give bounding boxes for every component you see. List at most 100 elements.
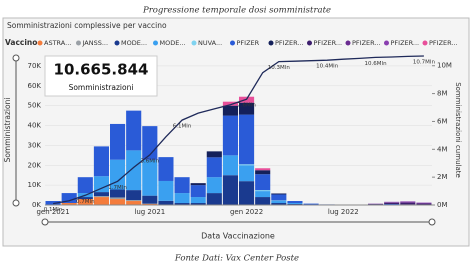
legend-label: MODE... [160, 39, 186, 47]
y2-tick-label: 4M [437, 145, 448, 153]
data-label: 0.7Mln [76, 199, 95, 205]
legend-marker [422, 40, 428, 46]
bar [142, 159, 158, 196]
bar [110, 197, 126, 200]
legend-marker [114, 40, 120, 46]
legend-marker [268, 40, 274, 46]
bar [190, 183, 206, 186]
kpi-label: Somministrazioni [69, 83, 134, 92]
y2-tick-label: 2M [437, 173, 448, 181]
bar [255, 190, 271, 192]
x-tick-label: gen 2021 [36, 208, 69, 216]
legend-label: PFIZER... [391, 39, 420, 47]
legend-label: MODE... [121, 39, 147, 47]
bar [110, 189, 126, 198]
data-label: 10.6Mln [365, 61, 388, 67]
bar [142, 195, 158, 204]
data-label: 1.7Mln [108, 185, 127, 191]
bar [239, 164, 255, 166]
bar [255, 191, 271, 198]
legend-marker [37, 40, 43, 46]
bar [206, 157, 222, 178]
plot: 0K 10K 20K 30K 40K 50K 60K 70K 0M 2M 4M 6M 8M 10M gen … [28, 55, 452, 216]
y2-tick-label: 10M [437, 62, 452, 70]
bar [222, 155, 238, 176]
bar [271, 194, 287, 201]
bar [287, 201, 303, 204]
bar [255, 174, 271, 191]
bar [93, 192, 109, 197]
y-axis-label: Somministrazioni [3, 98, 12, 163]
bar [206, 151, 222, 158]
bar [77, 197, 93, 200]
x-tick-label: lug 2022 [328, 208, 359, 216]
bar [255, 170, 271, 175]
legend-label: PFIZER... [352, 39, 381, 47]
y-tick-label: 50K [28, 102, 42, 110]
bar [61, 193, 77, 204]
bar [110, 199, 126, 205]
bar [126, 200, 142, 202]
bar [77, 199, 93, 205]
legend-marker [230, 40, 235, 46]
slider-handle[interactable] [41, 218, 49, 226]
data-label: 3.6Mln [141, 158, 160, 164]
bar [126, 190, 142, 201]
line [52, 55, 424, 205]
data-label: 10.3Mln [268, 65, 291, 71]
legend-label: PFIZER... [275, 39, 304, 47]
bar [158, 180, 174, 201]
bar [287, 203, 303, 205]
legend-marker [76, 40, 81, 46]
bar [239, 165, 255, 182]
bar [174, 177, 190, 194]
bar [93, 196, 109, 198]
bar [271, 201, 287, 204]
bar [271, 200, 287, 202]
bar [93, 176, 109, 193]
slider-handle[interactable] [12, 199, 20, 207]
bar [190, 203, 206, 205]
legend-label: JANSS... [82, 39, 109, 47]
bar [174, 203, 190, 205]
bar [400, 201, 416, 203]
data-label: 6.1Mln [173, 124, 192, 130]
bar [222, 175, 238, 205]
bar [239, 114, 255, 165]
y2-tick-label: 6M [437, 117, 448, 125]
bar [77, 177, 93, 194]
bar [158, 200, 174, 205]
bar [126, 201, 142, 205]
slider-handle[interactable] [428, 218, 436, 226]
legend-marker [384, 40, 389, 46]
legend-marker [153, 40, 158, 46]
bar [158, 157, 174, 181]
bar [206, 193, 222, 205]
bar [190, 197, 206, 204]
x-tick-label: gen 2022 [230, 208, 263, 216]
legend-label: NUVA... [198, 39, 222, 47]
legend-label: PFIZER... [314, 39, 343, 47]
kpi-card [44, 55, 158, 97]
data-label: 10.4Mln [316, 64, 339, 70]
bar [126, 110, 142, 151]
y-tick-label: 70K [28, 62, 42, 70]
y-tick-label: 30K [28, 141, 42, 149]
y2-axis-label: Somministrazioni cumulate [454, 82, 462, 178]
data-label: 7.6Mln [237, 103, 256, 109]
bar [126, 150, 142, 191]
kpi-value: 10.665.844 [54, 61, 149, 79]
bar [93, 197, 109, 205]
legend-title: Vaccino [5, 38, 37, 47]
bar [271, 203, 287, 205]
data-label: 0.1Mln [44, 207, 63, 213]
y-tick-label: 40K [28, 122, 42, 130]
bar [110, 159, 126, 190]
x-tick-label: lug 2021 [134, 208, 165, 216]
bar [93, 146, 109, 177]
slider-handle[interactable] [12, 54, 20, 62]
bar [239, 181, 255, 205]
bar [416, 203, 432, 204]
legend-marker [345, 40, 351, 46]
